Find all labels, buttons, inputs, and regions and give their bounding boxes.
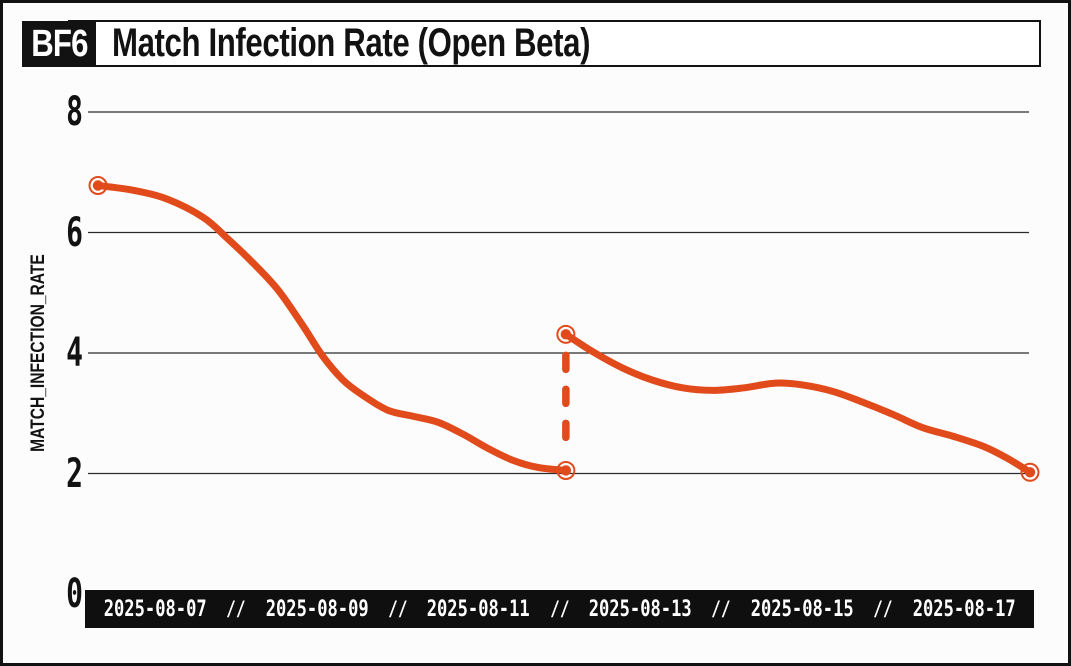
x-tick-label: 2025-08-07 — [103, 596, 207, 622]
x-tick-label: 2025-08-15 — [750, 596, 854, 622]
data-point-ring — [1020, 462, 1040, 482]
date-separator: // — [873, 597, 893, 621]
y-tick-label: 2 — [66, 450, 83, 497]
brand-badge-label: BF6 — [30, 22, 88, 65]
line-chart-plot — [88, 111, 1040, 482]
page-title: Match Infection Rate (Open Beta) — [112, 21, 591, 65]
data-point-ring — [556, 324, 576, 344]
y-tick-label: 8 — [66, 89, 83, 135]
data-point-marker — [560, 329, 572, 340]
date-separator: // — [387, 597, 408, 621]
data-point-marker — [92, 180, 104, 191]
series-line — [94, 182, 570, 474]
date-separator: // — [549, 597, 570, 621]
data-point-ring — [556, 460, 576, 480]
title-box: Match Infection Rate (Open Beta) — [68, 20, 1041, 67]
data-point-ring — [88, 176, 108, 196]
data-point-marker — [560, 465, 572, 476]
y-tick-label: 0 — [66, 571, 83, 617]
date-separator: // — [226, 597, 246, 621]
data-point-marker — [1024, 467, 1036, 478]
series-line — [562, 330, 1034, 476]
x-tick-label: 2025-08-17 — [912, 596, 1016, 622]
date-separator: // — [711, 597, 731, 621]
y-tick-label: 4 — [66, 330, 83, 376]
x-axis-bar: 2025-08-07 // 2025-08-09 // 2025-08-11 // 2025… — [85, 590, 1034, 628]
y-tick-label: 6 — [66, 209, 83, 256]
x-tick-label: 2025-08-13 — [588, 596, 692, 622]
x-tick-label: 2025-08-09 — [265, 596, 369, 622]
brand-badge: BF6 — [22, 21, 96, 67]
x-tick-label: 2025-08-11 — [427, 596, 531, 622]
